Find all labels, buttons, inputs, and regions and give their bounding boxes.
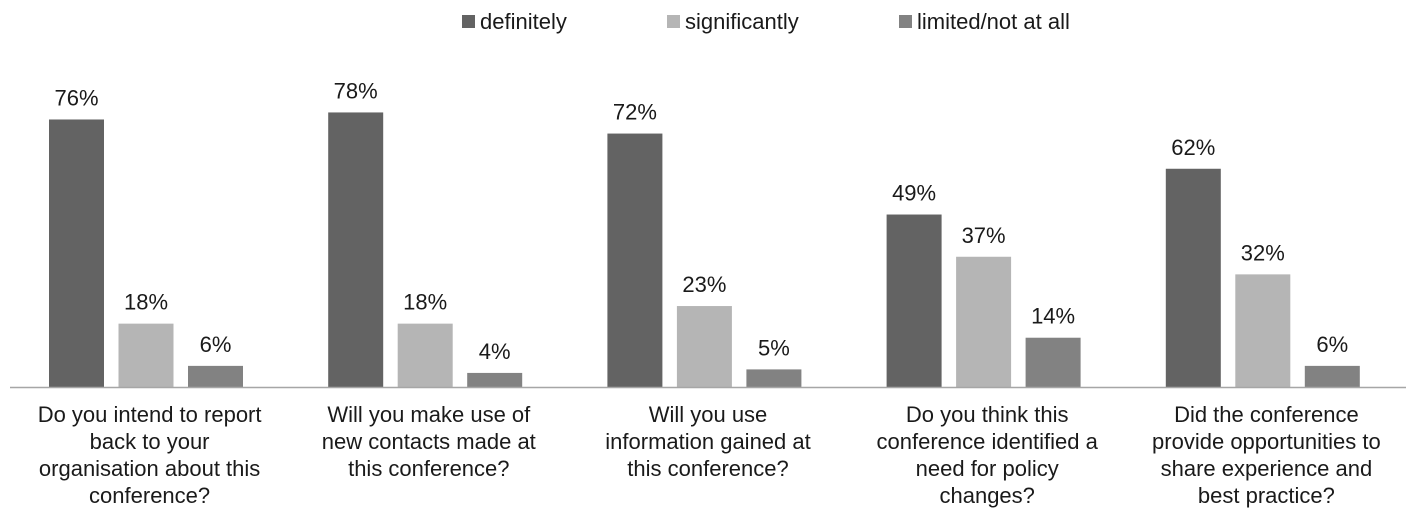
category-label: Do you think this conference identified a… bbox=[877, 402, 1099, 508]
legend-swatch bbox=[462, 15, 475, 28]
data-label: 37% bbox=[962, 223, 1006, 248]
category-label: Will you use information gained at this co… bbox=[605, 402, 810, 481]
legend-label: definitely bbox=[480, 9, 567, 34]
legend: definitely significantly limited/not at al… bbox=[462, 9, 1070, 34]
data-label: 49% bbox=[892, 181, 936, 206]
data-label: 6% bbox=[200, 332, 232, 357]
bar-significantly-1 bbox=[118, 323, 174, 387]
data-labels: 76% 18% 6% 78% 18% 4% 72% 23% 5% 49% 37% 14% 62% 32% 6… bbox=[54, 78, 1348, 363]
bars bbox=[49, 112, 1360, 387]
bar-significantly-5 bbox=[1235, 274, 1291, 387]
data-label: 62% bbox=[1171, 135, 1215, 160]
bar-definitely-4 bbox=[886, 214, 942, 387]
data-label: 14% bbox=[1031, 304, 1075, 329]
bar-limited-not-at-all-5 bbox=[1304, 365, 1360, 387]
bar-limited-not-at-all-2 bbox=[467, 372, 523, 387]
bar-limited-not-at-all-1 bbox=[188, 365, 243, 387]
data-label: 18% bbox=[403, 290, 447, 315]
legend-item-significantly: significantly bbox=[667, 9, 799, 34]
bar-significantly-3 bbox=[676, 306, 732, 387]
legend-swatch bbox=[899, 15, 912, 28]
bar-significantly-2 bbox=[397, 323, 453, 387]
data-label: 78% bbox=[334, 78, 378, 103]
bar-significantly-4 bbox=[956, 256, 1012, 387]
bar-limited-not-at-all-3 bbox=[746, 369, 802, 387]
bar-definitely-1 bbox=[49, 119, 104, 387]
data-label: 5% bbox=[758, 335, 790, 360]
data-label: 4% bbox=[479, 339, 511, 364]
category-label: Will you make use of new contacts made at… bbox=[322, 402, 536, 481]
data-label: 18% bbox=[124, 290, 168, 315]
data-label: 23% bbox=[682, 272, 726, 297]
legend-label: limited/not at all bbox=[917, 9, 1070, 34]
bar-definitely-2 bbox=[328, 112, 384, 387]
legend-item-definitely: definitely bbox=[462, 9, 567, 34]
bar-definitely-3 bbox=[607, 133, 663, 387]
data-label: 76% bbox=[54, 85, 98, 110]
legend-swatch bbox=[667, 15, 680, 28]
legend-item-limited-not-at-all: limited/not at all bbox=[899, 9, 1070, 34]
category-label: Did the conference provide opportunities … bbox=[1152, 402, 1381, 508]
legend-label: significantly bbox=[685, 9, 799, 34]
bar-limited-not-at-all-4 bbox=[1025, 337, 1081, 387]
data-label: 72% bbox=[613, 100, 657, 125]
data-label: 32% bbox=[1241, 240, 1285, 265]
category-labels: Do you intend to report back to your organ… bbox=[38, 402, 1381, 508]
category-label: Do you intend to report back to your organ… bbox=[38, 402, 262, 508]
data-label: 6% bbox=[1316, 332, 1348, 357]
bar-definitely-5 bbox=[1165, 168, 1221, 387]
